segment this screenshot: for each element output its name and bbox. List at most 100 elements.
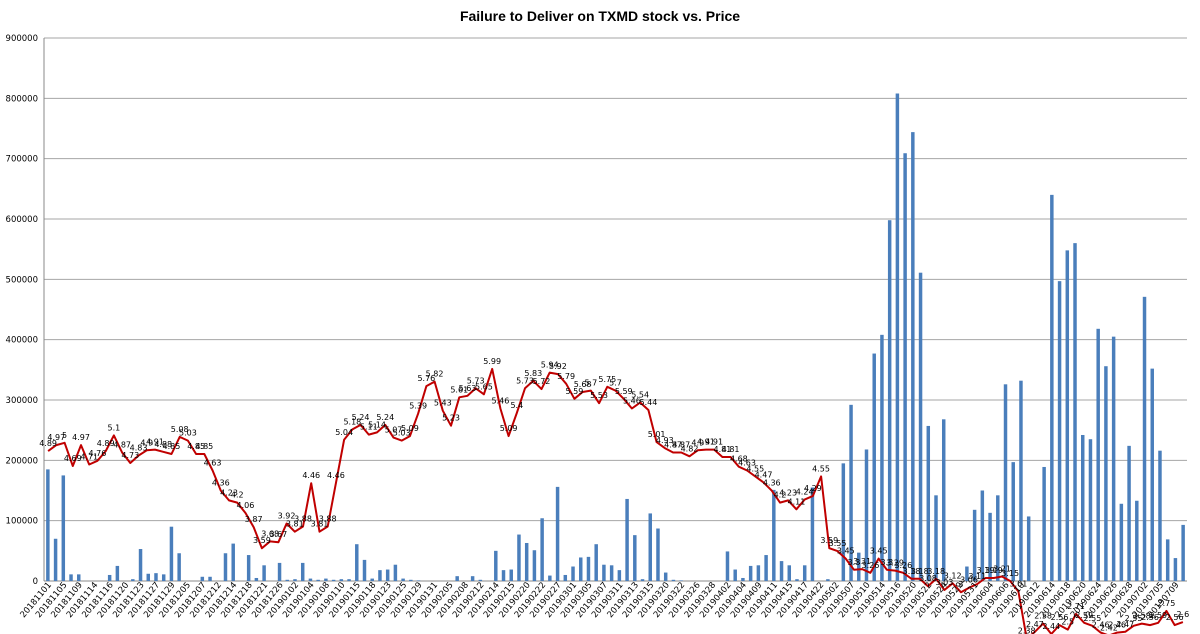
price-data-label: 4.97 — [72, 433, 90, 442]
price-data-label: 5.03 — [179, 429, 197, 438]
bar — [501, 570, 506, 581]
price-data-label: 5.01 — [648, 430, 666, 439]
price-data-label: 5.18 — [343, 417, 361, 426]
bar — [1081, 434, 1085, 581]
price-data-label: 5.14 — [368, 420, 386, 429]
price-data-label: 4.93 — [656, 436, 674, 445]
price-data-label: 2.56 — [1141, 613, 1159, 622]
bar — [1158, 450, 1162, 581]
bar — [262, 565, 266, 581]
bar — [864, 449, 869, 581]
price-data-label: 3.19 — [985, 566, 1003, 575]
bar — [872, 353, 876, 581]
price-data-label: 2.56 — [1051, 613, 1069, 622]
y-tick-label: 900000 — [6, 34, 38, 44]
bar — [795, 579, 799, 581]
price-data-label: 2.59 — [1075, 611, 1093, 620]
bar — [509, 569, 513, 581]
price-data-label: 3.18 — [903, 567, 921, 576]
price-data-label: 5.68 — [574, 380, 592, 389]
price-data-label: 4.81 — [713, 445, 731, 454]
price-data-label: 5.04 — [335, 428, 353, 437]
bar — [941, 419, 946, 581]
price-data-label: 2.46 — [1092, 621, 1110, 630]
price-data-label: 3 — [958, 580, 963, 589]
price-data-label: 5.07 — [385, 426, 403, 435]
bar — [470, 576, 475, 581]
price-data-label: 5.63 — [459, 384, 477, 393]
price-data-label: 4.23 — [220, 488, 238, 497]
price-data-label: 5.65 — [475, 382, 493, 391]
price-data-label: 5.72 — [533, 377, 551, 386]
price-data-label: 4.85 — [187, 442, 205, 451]
price-data-label: 5.23 — [442, 414, 460, 423]
bar — [138, 549, 143, 581]
price-data-label: 2.59 — [1149, 611, 1167, 620]
bar — [617, 570, 622, 581]
price-data-label: 4.9 — [140, 438, 153, 447]
price-data-label: 4.85 — [163, 442, 181, 451]
price-data-label: 5.7 — [584, 379, 597, 388]
price-data-label: 4.11 — [788, 497, 806, 506]
price-data-label: 5.73 — [516, 376, 534, 385]
bar — [779, 561, 784, 581]
price-data-label: 4.36 — [212, 479, 230, 488]
price-data-label: 5.79 — [557, 372, 575, 381]
bar — [69, 574, 73, 581]
price-data-label: 5.53 — [590, 391, 608, 400]
bar — [324, 578, 328, 581]
bar — [555, 486, 560, 581]
price-data-label: 3.87 — [245, 515, 263, 524]
price-data-label: 3.29 — [886, 559, 904, 568]
bar — [741, 577, 745, 581]
price-data-label: 3.12 — [944, 571, 962, 580]
price-data-label: 4.36 — [763, 479, 781, 488]
price-data-label: 4.82 — [681, 444, 699, 453]
price-data-label: 5.46 — [623, 396, 641, 405]
price-data-label: 2.42 — [1100, 624, 1118, 633]
price-data-label: 2.38 — [1018, 627, 1036, 634]
price-data-label: 4.91 — [146, 438, 164, 447]
price-data-label: 4.71 — [80, 452, 98, 461]
price-data-label: 4.89 — [39, 439, 57, 448]
bar — [988, 512, 992, 581]
price-data-label: 3.45 — [870, 547, 888, 556]
chart-title: Failure to Deliver on TXMD stock vs. Pri… — [459, 8, 741, 24]
price-data-label: 4.91 — [697, 438, 715, 447]
bar — [246, 555, 251, 581]
bar — [115, 565, 120, 581]
bar — [200, 576, 205, 581]
bar — [370, 578, 374, 581]
bar — [756, 565, 761, 581]
price-data-label: 4.2 — [231, 491, 244, 500]
bar — [53, 538, 58, 581]
bar — [903, 153, 907, 581]
price-data-label: 3.55 — [829, 539, 847, 548]
bar — [308, 578, 313, 581]
bar — [625, 498, 629, 581]
bar — [347, 579, 351, 581]
bar — [1150, 368, 1154, 581]
bar — [254, 577, 259, 581]
bar — [455, 576, 459, 581]
price-data-label: 5.09 — [401, 424, 419, 433]
y-tick-label: 500000 — [6, 275, 38, 285]
price-data-label: 5.94 — [541, 361, 559, 370]
price-data-label: 5.61 — [450, 385, 468, 394]
bar — [918, 272, 923, 581]
price-data-label: 2.71 — [1067, 602, 1085, 611]
bar — [679, 580, 683, 581]
price-data-label: 5.24 — [376, 413, 394, 422]
bar — [887, 220, 892, 581]
bar — [300, 562, 305, 581]
bar — [401, 578, 405, 581]
bar — [640, 579, 645, 581]
price-data-label: 2.6 — [1177, 610, 1190, 619]
price-data-label: 4.87 — [113, 441, 131, 450]
price-data-label: 4.9 — [691, 438, 704, 447]
bar — [1173, 558, 1178, 581]
price-data-label: 5.99 — [483, 357, 501, 366]
bar — [161, 574, 166, 581]
bar — [810, 487, 815, 581]
bar — [802, 565, 807, 581]
